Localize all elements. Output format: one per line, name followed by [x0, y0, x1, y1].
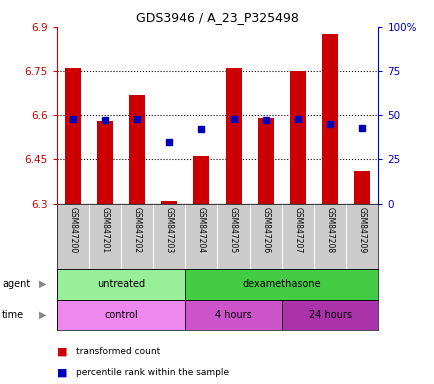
Bar	[353, 171, 369, 204]
Text: transformed count: transformed count	[76, 347, 160, 356]
Text: GSM847207: GSM847207	[293, 207, 302, 253]
Text: GSM847201: GSM847201	[100, 207, 109, 253]
Bar	[128, 94, 145, 204]
Bar	[281, 300, 378, 330]
Text: GSM847208: GSM847208	[325, 207, 334, 253]
Text: GSM847205: GSM847205	[229, 207, 237, 253]
Text: untreated: untreated	[97, 279, 145, 289]
Text: ▶: ▶	[39, 310, 46, 320]
Bar	[185, 300, 281, 330]
Text: GSM847202: GSM847202	[132, 207, 141, 253]
Bar	[321, 34, 338, 204]
Text: time: time	[2, 310, 24, 320]
Bar	[289, 71, 305, 204]
Text: control: control	[104, 310, 138, 320]
Text: ■: ■	[56, 346, 67, 356]
Bar	[56, 269, 185, 300]
Bar	[161, 200, 177, 204]
Bar	[225, 68, 241, 204]
Bar	[193, 156, 209, 204]
Text: GSM847209: GSM847209	[357, 207, 366, 253]
Text: ■: ■	[56, 367, 67, 377]
Bar	[257, 118, 273, 204]
Text: percentile rank within the sample: percentile rank within the sample	[76, 368, 229, 377]
Text: GDS3946 / A_23_P325498: GDS3946 / A_23_P325498	[136, 12, 298, 25]
Text: dexamethasone: dexamethasone	[242, 279, 320, 289]
Text: ▶: ▶	[39, 279, 46, 289]
Text: GSM847203: GSM847203	[164, 207, 173, 253]
Text: GSM847206: GSM847206	[261, 207, 270, 253]
Text: 4 hours: 4 hours	[215, 310, 251, 320]
Bar	[56, 300, 185, 330]
Text: GSM847200: GSM847200	[68, 207, 77, 253]
Text: GSM847204: GSM847204	[197, 207, 205, 253]
Bar	[185, 269, 378, 300]
Bar	[65, 68, 81, 204]
Text: 24 hours: 24 hours	[308, 310, 351, 320]
Text: agent: agent	[2, 279, 30, 289]
Bar	[97, 121, 113, 204]
